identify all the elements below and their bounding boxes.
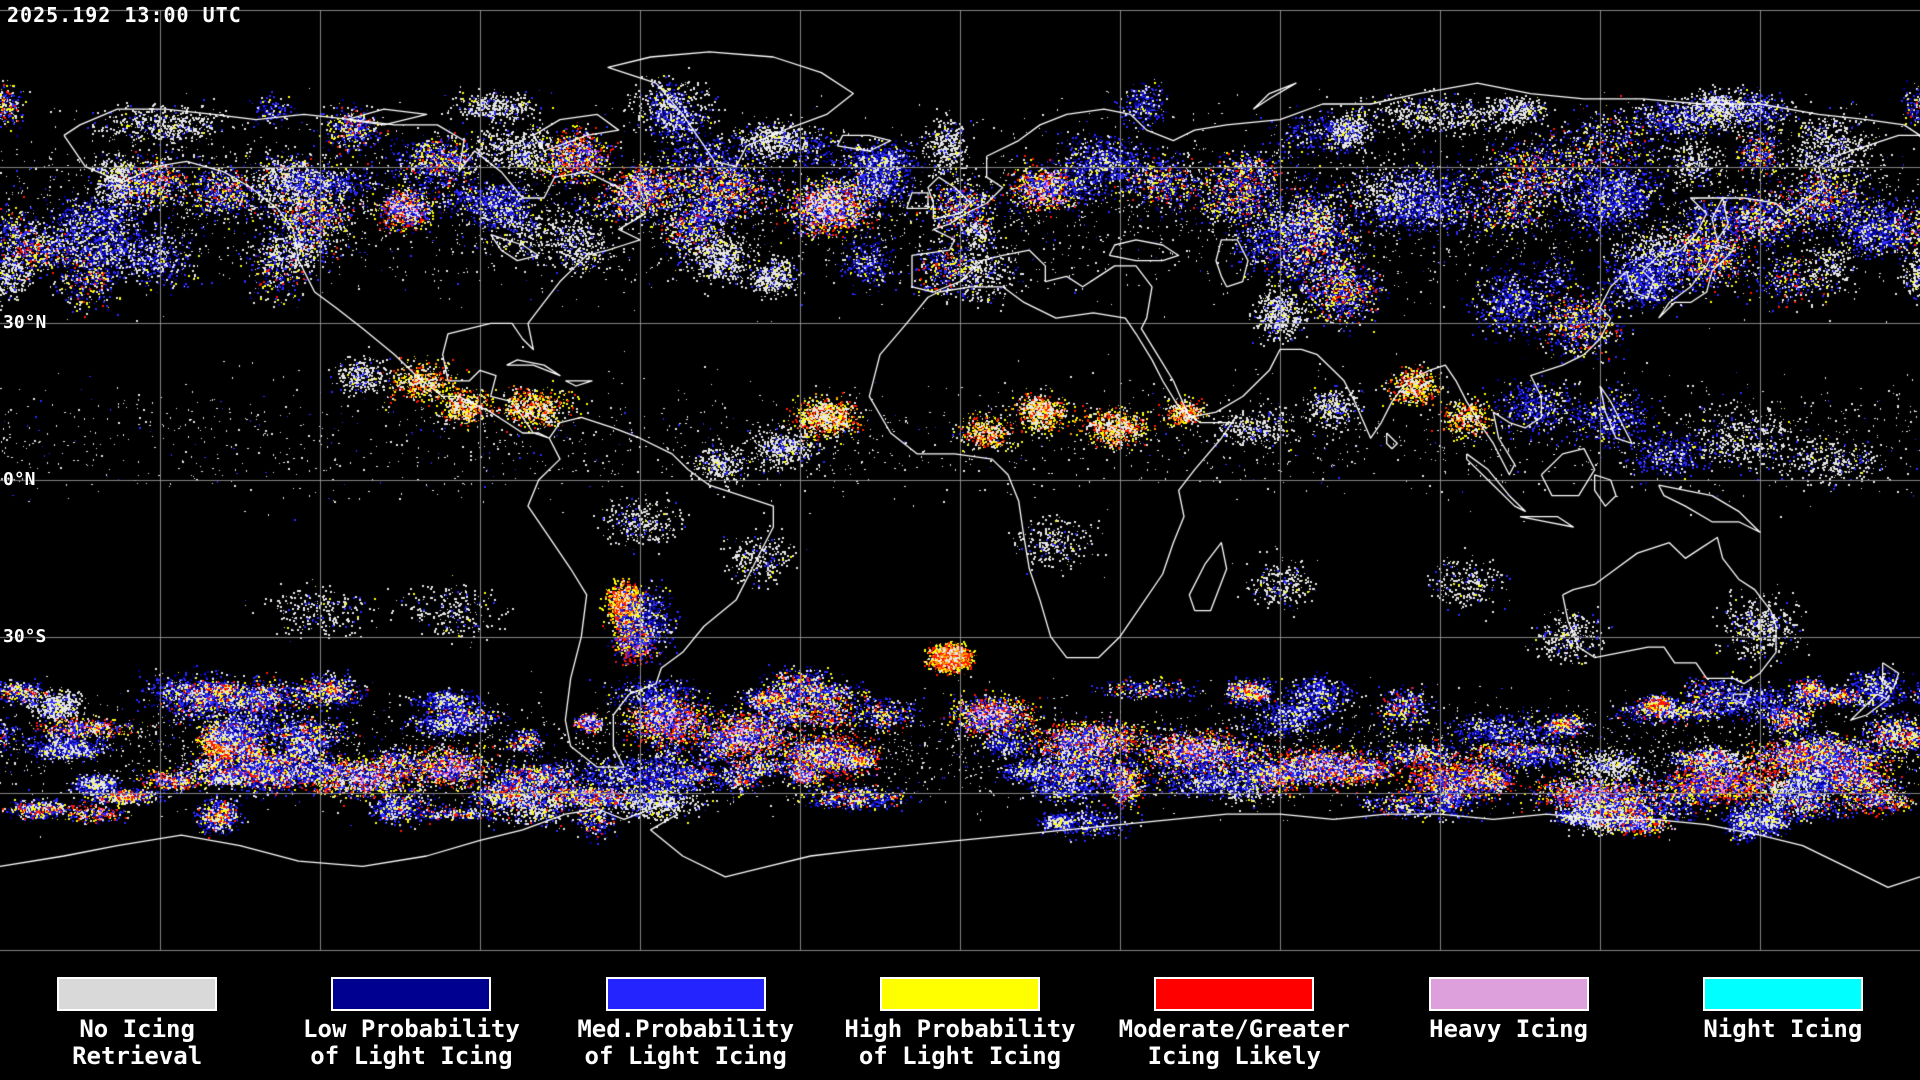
legend-label-line1: Moderate/Greater [1118,1015,1350,1043]
latitude-label-30n: 30°N [3,312,47,333]
legend-item-no-icing-retrieval: No Icing Retrieval [0,977,274,1080]
timestamp-label: 2025.192 13:00 UTC [7,3,242,27]
world-icing-map-canvas [0,0,1920,967]
latitude-label-30s: 30°S [3,626,47,647]
legend-swatch-low-probability [331,977,492,1011]
legend-label-line2 [1429,1043,1588,1070]
world-icing-map-area: 2025.192 13:00 UTC 30°N 0°N 30°S [0,0,1920,967]
legend-label-line1: No Icing [79,1015,195,1043]
legend-label-line1: Heavy Icing [1429,1015,1589,1043]
legend-swatch-moderate-greater [1154,977,1315,1011]
legend-label-line1: High Probability [844,1015,1076,1043]
legend-label-line1: Low Probability [303,1015,520,1043]
legend-item-moderate-greater: Moderate/Greater Icing Likely [1097,977,1371,1080]
legend-item-med-probability: Med.Probability of Light Icing [549,977,823,1080]
legend-item-night-icing: Night Icing [1646,977,1920,1080]
legend-swatch-med-probability [605,977,766,1011]
legend-label-line2: of Light Icing [584,1042,787,1070]
legend-swatch-high-probability [879,977,1040,1011]
legend-swatch-no-icing [57,977,218,1011]
legend-bar: No Icing Retrieval Low Probability of Li… [0,967,1920,1080]
legend-item-heavy-icing: Heavy Icing [1371,977,1645,1080]
legend-item-low-probability: Low Probability of Light Icing [274,977,548,1080]
legend-swatch-heavy-icing [1428,977,1589,1011]
legend-label-line2: of Light Icing [858,1042,1062,1070]
legend-label-line1: Night Icing [1703,1015,1863,1043]
legend-item-high-probability: High Probability of Light Icing [823,977,1097,1080]
legend-label-line2: of Light Icing [310,1042,513,1070]
legend-label-line2 [1703,1043,1862,1070]
legend-label-line1: Med.Probability [577,1015,795,1043]
legend-label-line2: Icing Likely [1147,1042,1321,1070]
legend-label-line2: Retrieval [72,1042,203,1070]
latitude-label-0n: 0°N [3,469,36,490]
legend-swatch-night-icing [1702,977,1863,1011]
